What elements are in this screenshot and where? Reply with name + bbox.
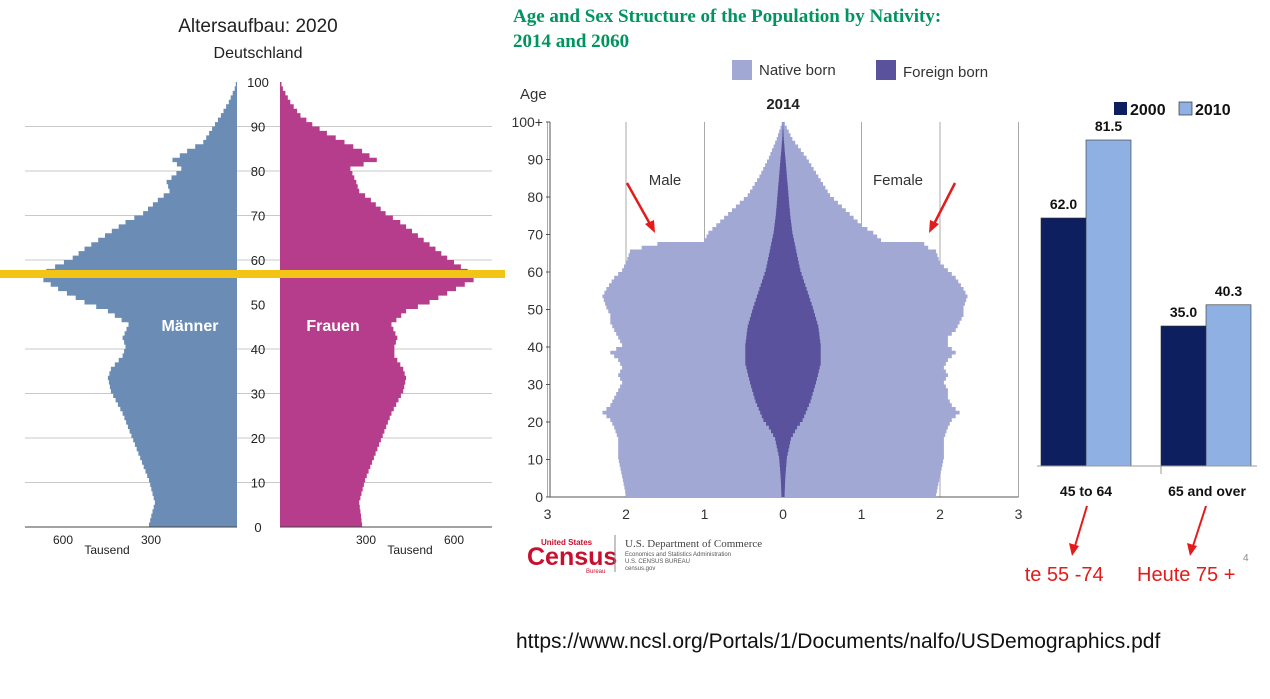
us-ytick-label: 70 [527, 227, 543, 243]
us-ytick-label: 80 [527, 189, 543, 205]
us-xtick-label: 2 [622, 506, 630, 522]
bar-marks: 62.0 35.0 81.5 40.3 [1040, 118, 1252, 467]
us-pyramid-bars [602, 118, 968, 497]
us-title-line2: 2014 and 2060 [513, 31, 629, 52]
bar-value-label: 35.0 [1170, 304, 1197, 320]
census-logo-small: United States [541, 538, 593, 547]
us-ytick-label: 30 [527, 377, 543, 393]
census-logo-bureau: Bureau [586, 569, 605, 575]
source-url: https://www.ncsl.org/Portals/1/Documents… [516, 630, 1161, 653]
us-label-female: Female [873, 172, 923, 189]
us-title-line1: Age and Sex Structure of the Population … [513, 6, 941, 27]
census-dept: U.S. Department of Commerce [625, 538, 762, 550]
ger-ytick-label: 10 [251, 476, 265, 491]
bar-2010-2 [1205, 304, 1252, 467]
heute-label-2: Heute 75 + [1137, 564, 1235, 586]
legend-swatch-2010 [1178, 101, 1193, 116]
ger-xunit-right: Tausend [387, 543, 432, 557]
bar-2000-2 [1160, 325, 1207, 467]
us-xtick-label: 3 [1015, 506, 1023, 522]
census-line2: U.S. CENSUS BUREAU [625, 559, 690, 565]
ger-men-area [43, 77, 238, 527]
ger-women-area [280, 77, 474, 527]
us-ytick-label: 40 [527, 339, 543, 355]
ger-title: Altersaufbau: 2020 [178, 16, 338, 37]
us-ytick-label: 90 [527, 152, 543, 168]
ger-xtick-600-left: 600 [53, 533, 73, 547]
ger-ytick-label: 70 [251, 209, 265, 224]
ger-y-ticks: 0 10 20 30 40 50 60 70 80 90 100 [247, 75, 269, 535]
us-native-male-area [602, 118, 783, 497]
red-arrow-male [625, 182, 655, 233]
ger-ytick-label: 100 [247, 75, 269, 90]
legend-swatch-native [732, 60, 752, 80]
ger-ytick-label: 50 [251, 298, 265, 313]
ger-xtick-600-right: 600 [444, 533, 464, 547]
legend-label-2010: 2010 [1195, 102, 1231, 119]
bar-value-label: 40.3 [1215, 283, 1242, 299]
ger-ytick-label: 20 [251, 431, 265, 446]
legend-swatch-foreign [876, 60, 896, 80]
us-ytick-label: 50 [527, 302, 543, 318]
us-nativity-pyramid: Age and Sex Structure of the Population … [511, 6, 1023, 575]
bar-category-label-1: 45 to 64 [1060, 483, 1112, 499]
us-ytick-label: 100+ [511, 114, 543, 130]
red-arrow-45-64 [1069, 505, 1088, 556]
ger-xtick-300-left: 300 [141, 533, 161, 547]
us-xtick-label: 1 [858, 506, 866, 522]
ger-ytick-label: 60 [251, 253, 265, 268]
us-ytick-label: 10 [527, 452, 543, 468]
heute-label-1: Heute 55 -74 [1025, 564, 1104, 586]
ger-ytick-label: 90 [251, 120, 265, 135]
slide-number: 4 [1243, 553, 1249, 564]
legend-label-2000: 2000 [1130, 102, 1166, 119]
germany-population-pyramid: Altersaufbau: 2020 Deutschland Männer Fr… [0, 16, 505, 557]
bar-2010-1 [1085, 139, 1132, 467]
us-native-female-area [783, 118, 968, 497]
ger-label-men: Männer [162, 318, 219, 335]
ger-highlight-line [0, 270, 505, 278]
legend-label-foreign: Foreign born [903, 64, 988, 81]
ger-ytick-label: 30 [251, 387, 265, 402]
legend-swatch-2000 [1114, 102, 1127, 115]
us-foreign-male-area [745, 118, 783, 497]
ger-pyramid-bars [43, 77, 474, 527]
census-line1: Economics and Statistics Administration [625, 552, 731, 558]
us-xtick-label: 2 [936, 506, 944, 522]
ger-ytick-label: 80 [251, 164, 265, 179]
census-line3: census.gov [625, 566, 655, 572]
ger-ytick-label: 0 [254, 520, 261, 535]
us-xtick-label: 3 [544, 506, 552, 522]
us-foreign-female-area [783, 118, 821, 497]
us-x-ticks: 3 2 1 0 1 2 3 [544, 506, 1023, 522]
ger-xunit-left: Tausend [84, 543, 129, 557]
us-y-ticks: 0 10 20 30 40 50 60 70 80 90 100+ [511, 114, 550, 505]
ger-ytick-label: 40 [251, 342, 265, 357]
us-age-label: Age [520, 86, 547, 103]
legend-label-native: Native born [759, 62, 836, 79]
us-xtick-label: 1 [701, 506, 709, 522]
us-ytick-label: 20 [527, 414, 543, 430]
ger-subtitle: Deutschland [214, 45, 303, 62]
bar-category-label-2: 65 and over [1168, 483, 1246, 499]
ger-xtick-300-right: 300 [356, 533, 376, 547]
bar-value-label: 62.0 [1050, 196, 1077, 212]
census-logo: United States Census Bureau U.S. Departm… [527, 535, 762, 575]
ger-label-women: Frauen [306, 318, 359, 335]
us-label-male: Male [649, 172, 682, 189]
bar-value-label: 81.5 [1095, 118, 1122, 134]
us-ytick-label: 60 [527, 264, 543, 280]
bar-2000-1 [1040, 217, 1087, 467]
census-logo-word: Census [527, 543, 617, 571]
age-group-bar-chart: 2000 2010 62.0 35.0 81.5 40.3 45 to 64 65 a… [1025, 101, 1257, 586]
red-arrow-female [929, 182, 957, 233]
us-xtick-label: 0 [779, 506, 787, 522]
red-arrow-65-over [1187, 505, 1207, 556]
us-panel-title: 2014 [766, 96, 800, 113]
us-ytick-label: 0 [535, 489, 543, 505]
